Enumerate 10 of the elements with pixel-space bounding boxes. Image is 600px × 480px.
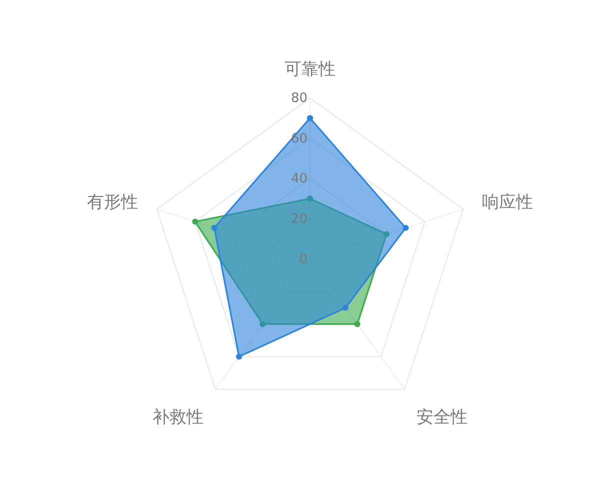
y-tick-label: 20: [290, 212, 308, 227]
y-tick-label: 0: [299, 252, 308, 268]
spoke-label: 补救性: [152, 408, 204, 428]
spoke-label: 可靠性: [284, 60, 336, 80]
y-tick-label: 60: [290, 131, 308, 146]
spoke-label: 安全性: [416, 408, 468, 428]
y-tick-label: 40: [290, 172, 308, 187]
y-tick-label: 80: [290, 91, 308, 106]
spoke-label: 有形性: [86, 192, 138, 213]
spoke-label: 响应性: [482, 192, 534, 213]
